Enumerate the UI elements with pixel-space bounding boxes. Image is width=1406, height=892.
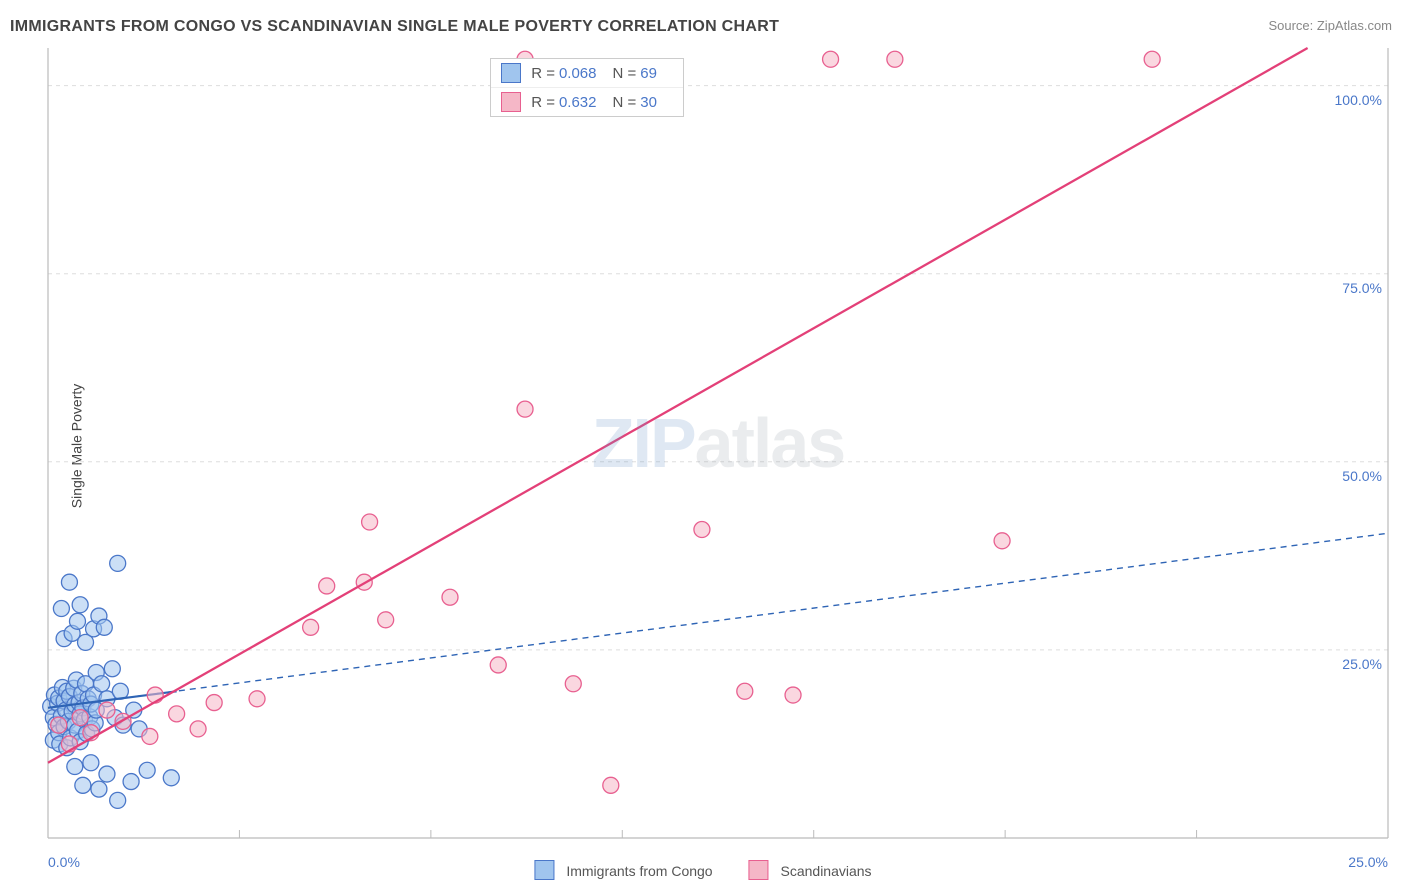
x-tick-label: 25.0% bbox=[1348, 854, 1388, 870]
x-tick-label: 0.0% bbox=[48, 854, 80, 870]
legend-swatch-2 bbox=[749, 860, 769, 880]
swatch-series-2 bbox=[501, 92, 521, 112]
source-attribution: Source: ZipAtlas.com bbox=[1268, 18, 1392, 33]
swatch-series-1 bbox=[501, 63, 521, 83]
n-label-2: N = bbox=[613, 94, 637, 111]
legend-item-2: Scandinavians bbox=[749, 860, 872, 880]
y-tick-label: 25.0% bbox=[1342, 656, 1382, 672]
stats-row-series-2: R = 0.632 N = 30 bbox=[491, 88, 683, 116]
stats-row-series-1: R = 0.068 N = 69 bbox=[491, 59, 683, 88]
footer-legend: Immigrants from Congo Scandinavians bbox=[534, 860, 871, 880]
r-label-2: R = bbox=[531, 94, 555, 111]
legend-item-1: Immigrants from Congo bbox=[534, 860, 712, 880]
legend-label-2: Scandinavians bbox=[781, 863, 872, 879]
r-value-2: 0.632 bbox=[559, 94, 597, 111]
n-value-2: 30 bbox=[640, 94, 657, 111]
y-tick-label: 50.0% bbox=[1342, 468, 1382, 484]
legend-label-1: Immigrants from Congo bbox=[566, 863, 712, 879]
y-tick-label: 75.0% bbox=[1342, 280, 1382, 296]
n-value-1: 69 bbox=[640, 65, 657, 82]
correlation-stats-box: R = 0.068 N = 69 R = 0.632 N = 30 bbox=[490, 58, 684, 117]
n-label-1: N = bbox=[613, 65, 637, 82]
y-tick-label: 100.0% bbox=[1335, 92, 1382, 108]
chart-plot-area: ZIPatlas R = 0.068 N = 69 R = 0.632 N = … bbox=[48, 48, 1388, 838]
r-value-1: 0.068 bbox=[559, 65, 597, 82]
chart-title: IMMIGRANTS FROM CONGO VS SCANDINAVIAN SI… bbox=[10, 18, 779, 36]
legend-swatch-1 bbox=[534, 860, 554, 880]
r-label-1: R = bbox=[531, 65, 555, 82]
